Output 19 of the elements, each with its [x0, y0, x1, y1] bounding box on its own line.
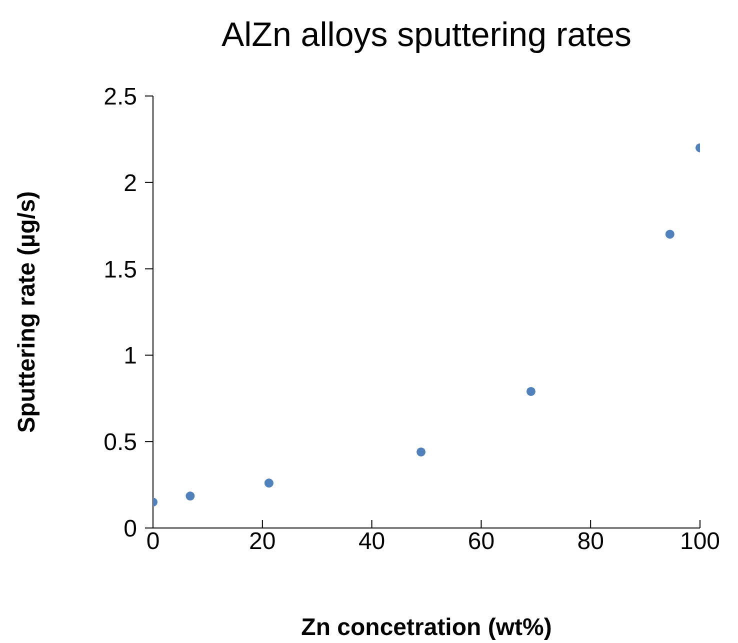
- point: [186, 492, 195, 501]
- point: [264, 478, 274, 488]
- x-tick-label: 80: [577, 528, 604, 556]
- x-tick-label: 20: [249, 528, 276, 556]
- y-tick-label: 0.5: [104, 429, 137, 456]
- point: [416, 447, 426, 456]
- x-tick-label: 0: [146, 528, 160, 556]
- x-tick-label: 40: [358, 528, 386, 556]
- chart-title: AlZn alloys sputtering rates: [220, 16, 633, 55]
- y-tick-label: 2.5: [104, 84, 137, 111]
- x-axis-title: Zn concetration (wt%): [301, 614, 552, 641]
- y-tick-label: 1.5: [104, 256, 137, 284]
- y-axis-title: Sputtering rate (µg/s): [14, 191, 41, 433]
- y-tick-label: 2: [124, 170, 137, 197]
- x-tick-label: 60: [468, 528, 495, 556]
- y-tick-label: 1: [124, 342, 137, 370]
- x-tick-label: 100: [680, 528, 720, 556]
- point: [665, 230, 674, 239]
- point: [526, 386, 536, 396]
